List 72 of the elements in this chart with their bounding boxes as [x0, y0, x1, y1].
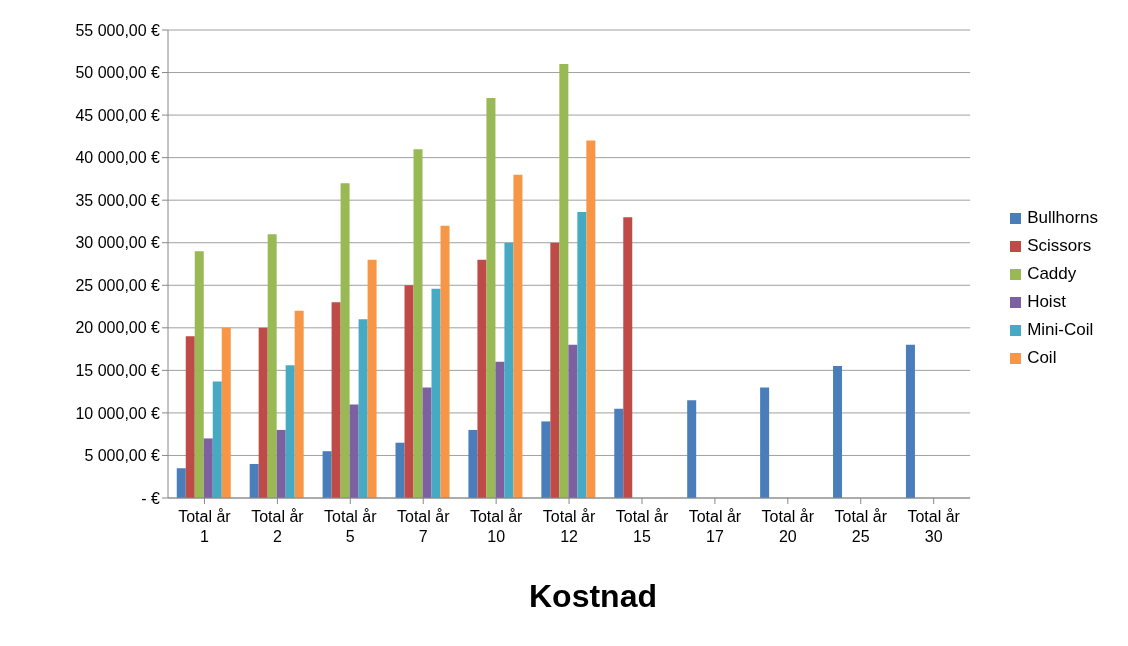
y-tick-label: - € — [141, 489, 161, 507]
bar — [495, 361, 505, 498]
bar — [541, 421, 551, 498]
bar — [358, 319, 368, 498]
bar — [559, 64, 569, 498]
y-tick-label: 5 000,00 € — [84, 447, 161, 465]
bar — [212, 381, 222, 498]
bar — [413, 149, 423, 498]
bar — [349, 404, 359, 498]
bar — [760, 387, 770, 498]
legend-label: Hoist — [1027, 291, 1066, 313]
x-tick-label: Total år 12 — [542, 508, 596, 545]
bar — [568, 344, 578, 498]
bar — [477, 259, 487, 498]
bar — [285, 365, 295, 498]
legend-label: Scissors — [1027, 235, 1092, 257]
bar — [194, 251, 204, 498]
bar — [221, 327, 231, 498]
y-tick-label: 50 000,00 € — [75, 64, 161, 82]
x-tick-label: Total år 7 — [396, 508, 451, 545]
y-tick-label: 25 000,00 € — [75, 276, 161, 294]
x-tick-label: Total år 25 — [834, 508, 888, 545]
y-tick-label: 20 000,00 € — [75, 319, 161, 337]
y-tick-label: 45 000,00 € — [75, 106, 161, 124]
bar — [486, 98, 496, 498]
bar — [203, 438, 213, 498]
bar — [504, 242, 514, 498]
y-tick-label: 35 000,00 € — [75, 191, 161, 209]
bar — [176, 468, 186, 498]
x-tick-label: Total år 15 — [615, 508, 669, 545]
legend-label: Coil — [1027, 347, 1057, 369]
legend-label: Mini-Coil — [1027, 319, 1094, 341]
y-tick-label: 30 000,00 € — [75, 234, 161, 252]
bar — [185, 336, 195, 498]
x-tick-label: Total år 10 — [469, 508, 524, 545]
bar — [422, 387, 432, 498]
x-tick-label: Total år 1 — [178, 508, 232, 545]
bar — [331, 302, 341, 498]
text: Kostnad — [528, 578, 658, 615]
bar — [577, 212, 587, 498]
bar — [395, 442, 405, 498]
y-tick-label: 10 000,00 € — [75, 404, 161, 422]
bar — [687, 400, 697, 498]
bar — [258, 327, 268, 498]
bar — [614, 408, 624, 498]
bar — [833, 366, 843, 498]
bar — [440, 225, 450, 498]
x-tick-label: Total år 5 — [324, 508, 378, 545]
legend-label: Caddy — [1027, 263, 1077, 285]
bar — [404, 285, 414, 498]
x-tick-label: Total år 30 — [907, 508, 961, 545]
bar — [322, 451, 332, 498]
y-tick-label: 55 000,00 € — [75, 21, 161, 39]
bar — [249, 463, 259, 498]
x-tick-label: Total år 2 — [251, 508, 305, 545]
bar — [586, 140, 596, 498]
x-tick-label: Total år 20 — [761, 508, 815, 545]
bar — [340, 183, 350, 498]
bar — [905, 344, 915, 498]
bar — [294, 310, 304, 498]
bar — [550, 242, 560, 498]
bar — [468, 429, 478, 498]
bar — [431, 288, 441, 498]
x-tick-label: Total år 17 — [688, 508, 742, 545]
y-tick-label: 40 000,00 € — [75, 149, 161, 167]
bar — [276, 429, 286, 498]
y-tick-label: 15 000,00 € — [75, 362, 161, 380]
bar — [267, 234, 277, 498]
bar — [513, 174, 523, 498]
legend-label: Bullhorns — [1027, 207, 1098, 229]
bar — [623, 217, 633, 498]
bar — [367, 259, 377, 498]
